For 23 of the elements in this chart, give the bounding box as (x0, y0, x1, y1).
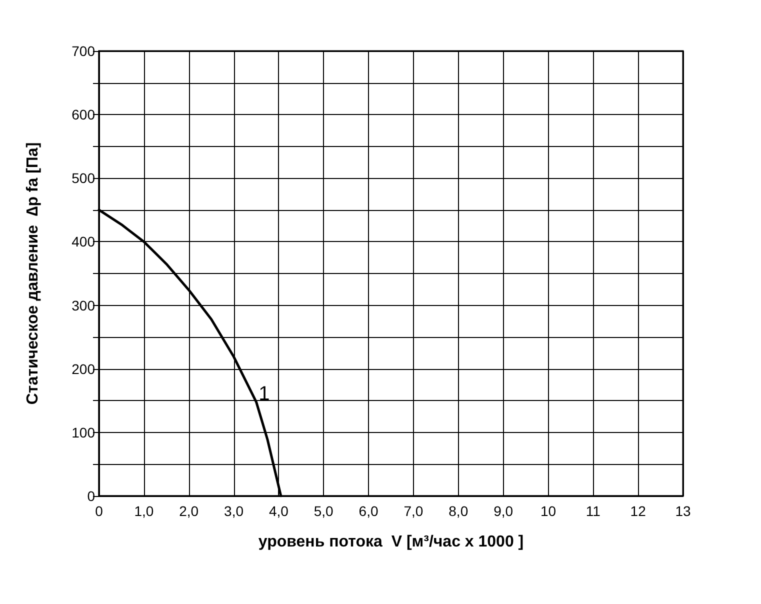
x-tick-label: 6,0 (358, 503, 378, 519)
x-tick-label: 13 (675, 503, 691, 519)
y-tick-label: 600 (72, 106, 96, 123)
x-tick-label: 7,0 (404, 503, 424, 519)
x-tick-label: 1,0 (134, 503, 154, 519)
x-tick-label: 11 (586, 503, 601, 519)
x-tick-label: 9,0 (494, 503, 514, 519)
x-tick-label: 10 (540, 503, 556, 519)
x-axis-title: уровень потока V [м³/час x 1000 ] (258, 534, 524, 550)
y-axis-title: Статическое давление ∆p fa [Па] (24, 142, 42, 405)
y-tick-label: 300 (72, 297, 96, 314)
y-tick-label: 100 (72, 424, 96, 440)
y-tick-label: 700 (72, 43, 96, 59)
x-tick-label: 2,0 (179, 503, 199, 519)
y-tick-label: 200 (72, 360, 96, 377)
x-tick-label: 8,0 (448, 503, 468, 519)
y-tick-label: 500 (72, 170, 96, 186)
x-tick-label: 4,0 (268, 503, 289, 519)
x-tick-label: 12 (630, 503, 646, 519)
x-tick-label: 5,0 (314, 503, 334, 519)
y-tick-label: 400 (72, 234, 96, 250)
x-tick-label: 3,0 (224, 503, 244, 519)
annotation: 1 (258, 382, 270, 405)
